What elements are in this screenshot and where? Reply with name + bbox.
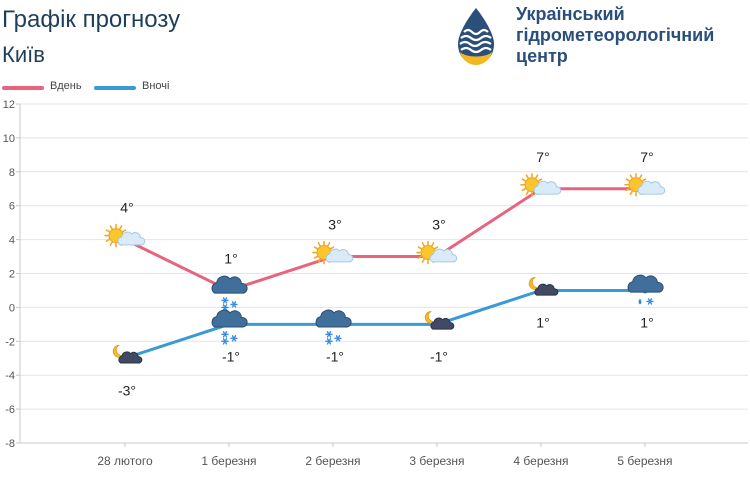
data-label-day: 7° xyxy=(640,149,653,165)
data-label-day: 3° xyxy=(432,217,445,233)
x-tick-label: 28 лютого xyxy=(97,454,153,468)
y-tick-label: 2 xyxy=(9,269,15,281)
sun-cloud-icon xyxy=(624,172,666,197)
logo-text: Український гідрометеорологічний центр xyxy=(516,4,714,67)
y-tick-label: 10 xyxy=(3,133,15,145)
data-label-day: 1° xyxy=(224,250,237,266)
x-tick-label: 1 березня xyxy=(201,454,256,468)
logo-line-3: центр xyxy=(516,46,568,66)
data-label-night: -3° xyxy=(118,382,136,398)
sun-cloud-icon xyxy=(416,240,458,265)
cloud-snow-icon xyxy=(211,309,248,345)
sun-cloud-icon xyxy=(104,223,146,248)
logo-line-2: гідрометеорологічний xyxy=(516,25,715,45)
series-line-night xyxy=(123,288,647,360)
x-tick-label: 4 березня xyxy=(513,454,568,468)
moon-cloud-icon xyxy=(112,344,143,364)
data-label-day: 7° xyxy=(536,149,549,165)
legend-swatch-day xyxy=(2,86,44,90)
ugmc-logo: Український гідрометеорологічний центр xyxy=(452,4,748,70)
cloud-snow-icon xyxy=(315,309,352,345)
data-label-night: -1° xyxy=(222,348,240,364)
y-tick-label: 8 xyxy=(9,167,15,179)
legend-label-day: Вдень xyxy=(50,80,82,92)
logo-line-1: Український xyxy=(516,4,625,24)
y-tick-label: -4 xyxy=(5,370,15,382)
y-tick-label: 4 xyxy=(9,235,15,247)
data-label-day: 4° xyxy=(120,200,133,216)
y-tick-label: 0 xyxy=(9,302,15,314)
moon-cloud-icon xyxy=(528,277,559,296)
sun-cloud-icon xyxy=(312,240,354,265)
data-label-night: -1° xyxy=(326,348,344,364)
moon-cloud-icon xyxy=(424,310,455,330)
page-title: Графік прогнозу xyxy=(2,6,181,33)
x-tick-label: 5 березня xyxy=(617,454,672,468)
data-label-night: 1° xyxy=(536,314,549,330)
y-tick-label: -8 xyxy=(5,438,15,450)
x-tick-label: 2 березня xyxy=(305,454,360,468)
cloud-snow-icon xyxy=(211,275,248,311)
cloud-rain-snow-icon xyxy=(627,274,664,305)
data-label-day: 3° xyxy=(328,217,341,233)
y-tick-label: -2 xyxy=(5,336,15,348)
sun-cloud-icon xyxy=(520,172,562,197)
data-label-night: 1° xyxy=(640,314,653,330)
drop-logo-icon xyxy=(458,8,494,65)
x-tick-label: 3 березня xyxy=(409,454,464,468)
city-name: Київ xyxy=(2,42,45,67)
y-tick-label: 6 xyxy=(9,201,15,213)
y-tick-label: 12 xyxy=(3,99,15,111)
legend-swatch-night xyxy=(94,86,136,90)
data-label-night: -1° xyxy=(430,348,448,364)
legend-label-night: Вночі xyxy=(142,80,170,92)
y-tick-label: -6 xyxy=(5,404,15,416)
